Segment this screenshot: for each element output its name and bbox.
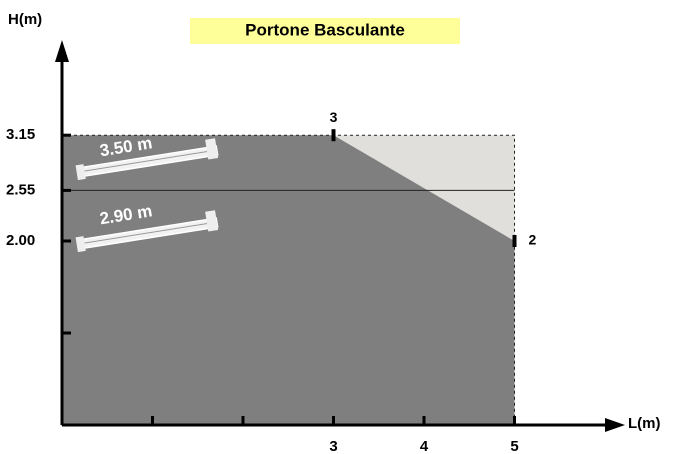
- x-axis-arrow: [605, 418, 625, 432]
- chart: Portone Basculante H(m) L(m) 322.002.553…: [0, 0, 675, 454]
- x-tick-label: 5: [510, 438, 518, 454]
- point-label: 3: [330, 109, 338, 125]
- y-axis-label: H(m): [8, 11, 42, 28]
- x-tick-label: 3: [329, 438, 337, 454]
- x-axis-label: L(m): [628, 415, 661, 432]
- y-axis-arrow: [55, 40, 69, 62]
- plot-area: 3 2 2.00 2.55 3.15 3 4 5: [6, 40, 625, 454]
- x-tick-label: 4: [420, 438, 429, 454]
- y-tick-label: 2.00: [6, 232, 35, 249]
- chart-title: Portone Basculante: [245, 20, 405, 39]
- point-label: 2: [529, 232, 537, 248]
- y-tick-label: 3.15: [6, 126, 35, 143]
- y-tick-label: 2.55: [6, 181, 35, 198]
